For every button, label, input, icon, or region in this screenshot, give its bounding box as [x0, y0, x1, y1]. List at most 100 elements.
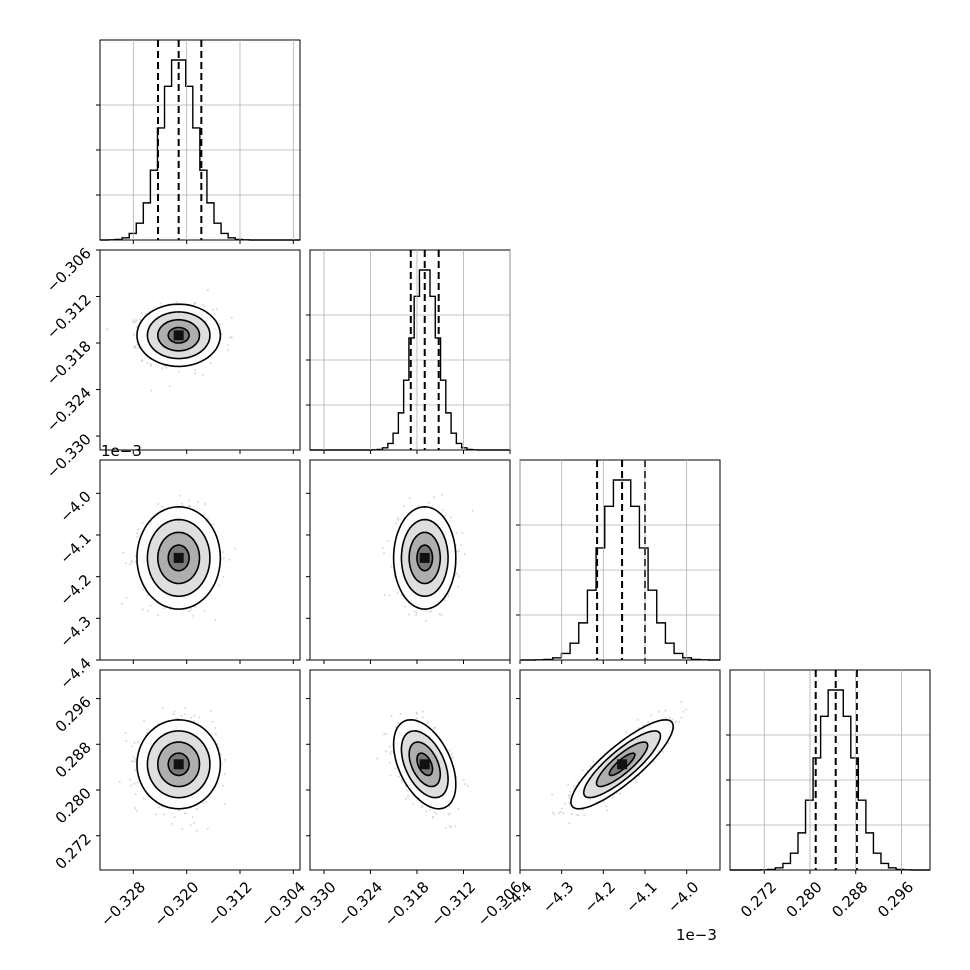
panel-p1-p4-sample: [135, 809, 138, 812]
panel-p3-p4-sample: [619, 792, 621, 795]
panel-p1-p4-sample: [224, 758, 226, 761]
panel-p2-p3-sample: [396, 592, 399, 595]
panel-p2-p3-sample: [383, 552, 386, 555]
panel-p1-p2-peak: [173, 330, 184, 341]
hist-param2: [306, 249, 511, 451]
panel-p2-p3-sample: [424, 619, 427, 622]
panel-p2-p3-sample: [430, 610, 433, 613]
panel-p1-p4-sample: [172, 713, 175, 716]
panel-p2-p3-sample: [381, 546, 384, 549]
panel-p1-p3-sample: [181, 502, 184, 505]
panel-p1-p4-sample: [163, 813, 166, 816]
panel-p1-p4-sample: [220, 753, 222, 756]
panel-p1-p4-sample: [157, 722, 160, 725]
panel-p2-p4-sample: [394, 767, 397, 770]
panel-p1-p2-sample: [136, 343, 139, 346]
panel-p1-p2-sample: [132, 319, 135, 322]
panel-p1-p4-sample: [130, 784, 133, 787]
panel-p1-p2-sample: [133, 345, 136, 348]
panel-p1-p4-sample: [133, 760, 136, 763]
panel-p2-p3-sample: [447, 595, 450, 598]
panels: [96, 39, 931, 874]
panel-p1-p4-sample: [184, 707, 187, 710]
panel-p1-p2-sample: [177, 370, 180, 373]
panel-p2-p3-sample: [456, 550, 459, 553]
panel-p2-p3: [306, 459, 511, 661]
panel-p1-p3-sample: [128, 563, 131, 566]
panel-p1-p2-sample: [146, 362, 149, 365]
panel-p1-p3-sample: [206, 517, 209, 520]
panel-p1-p3-sample: [141, 522, 144, 524]
panel-p3-p4-content: [551, 701, 688, 825]
panel-p1-p4-sample: [193, 720, 196, 723]
panel-p1-p2-sample: [163, 365, 166, 367]
panel-p3-p4-sample: [576, 813, 579, 816]
panel-p1-p2-frame: [99, 249, 301, 451]
panel-p2-p3-sample: [463, 553, 466, 555]
panel-p1-p4-sample: [118, 780, 121, 783]
panel-p2-p4-sample: [452, 756, 454, 759]
panel-p1-p2-sample: [132, 321, 135, 324]
panel-p2-p4-sample: [435, 812, 438, 815]
hist-param2-grid: [323, 250, 511, 450]
panel-p1-p4: [96, 669, 301, 871]
panel-p1-p3-peak: [173, 552, 184, 563]
hist-param1-frame: [99, 39, 301, 241]
panel-p2-p4-sample: [428, 808, 431, 811]
panel-p3-p4-sample: [557, 812, 560, 815]
panel-p2-p3-sample: [404, 605, 407, 608]
panel-p1-p3-sample: [188, 610, 191, 613]
panel-p1-p2-sample: [149, 363, 152, 366]
panel-p3-p4-sample: [567, 783, 570, 786]
panel-p1-p4-sample: [136, 781, 139, 784]
panel-p1-p4-sample: [209, 709, 212, 712]
panel-p2-p4-sample: [397, 775, 400, 778]
panel-p1-p4-sample: [222, 784, 225, 787]
panel-p1-p3-sample: [142, 588, 145, 591]
panel-p1-p2-sample: [139, 318, 142, 321]
panel-p1-p4-sample: [130, 760, 133, 763]
panel-p1-p2-sample: [213, 313, 216, 316]
panel-p1-p2-content: [106, 289, 233, 392]
panel-p2-p4-sample: [412, 802, 415, 805]
panel-p1-p4-sample: [202, 802, 205, 805]
panel-p2-p3-sample: [438, 613, 441, 616]
panel-p1-p4-sample: [125, 739, 128, 742]
panel-p1-p3-sample: [222, 557, 225, 560]
panel-p1-p4-sample: [189, 824, 192, 827]
panel-p3-p4-sample: [553, 813, 556, 816]
panel-p1-p4-sample: [161, 706, 164, 709]
panel-p2-p4: [306, 669, 511, 871]
panel-p2-p3-sample: [413, 610, 416, 613]
panel-p1-p3-sample: [136, 532, 138, 535]
panel-p1-p3-sample: [214, 619, 217, 622]
panel-p1-p3-sample: [146, 594, 149, 596]
panel-p1-p2-sample: [137, 347, 140, 349]
panel-p1-p4-sample: [134, 807, 137, 810]
panel-p1-p3-sample: [203, 610, 206, 613]
panel-p2-p4-sample: [454, 825, 457, 828]
panel-p1-p3-sample: [204, 503, 207, 505]
panel-p1-p4-sample: [218, 747, 221, 749]
panel-p2-p4-sample: [462, 779, 465, 781]
panel-p2-p4-sample: [433, 811, 436, 814]
panel-p1-p3-sample: [234, 547, 237, 550]
panel-p1-p3-sample: [120, 602, 123, 605]
panel-p2-p4-sample: [405, 797, 408, 800]
panel-p2-p4-sample: [432, 815, 435, 818]
panel-p1-p3-sample: [134, 560, 137, 563]
panel-p2-p4-sample: [388, 761, 391, 764]
panel-p1-p2-sample: [161, 367, 164, 370]
panel-p2-p3-sample: [387, 539, 390, 542]
panel-p3-p4-sample: [661, 750, 664, 753]
panel-p1-p2-sample: [194, 302, 197, 304]
panel-p2-p4-sample: [466, 785, 469, 788]
panel-p1-p3-sample: [149, 604, 152, 607]
panel-p2-p4-sample: [448, 749, 451, 752]
panel-p1-p3-sample: [161, 505, 164, 508]
panel-p1-p4-peak: [173, 759, 184, 770]
panel-p3-p4-sample: [636, 718, 639, 721]
panel-p1-p4-sample: [180, 714, 183, 717]
panel-p1-p4-sample: [133, 756, 136, 759]
panel-p1-p4-sample: [214, 727, 217, 729]
